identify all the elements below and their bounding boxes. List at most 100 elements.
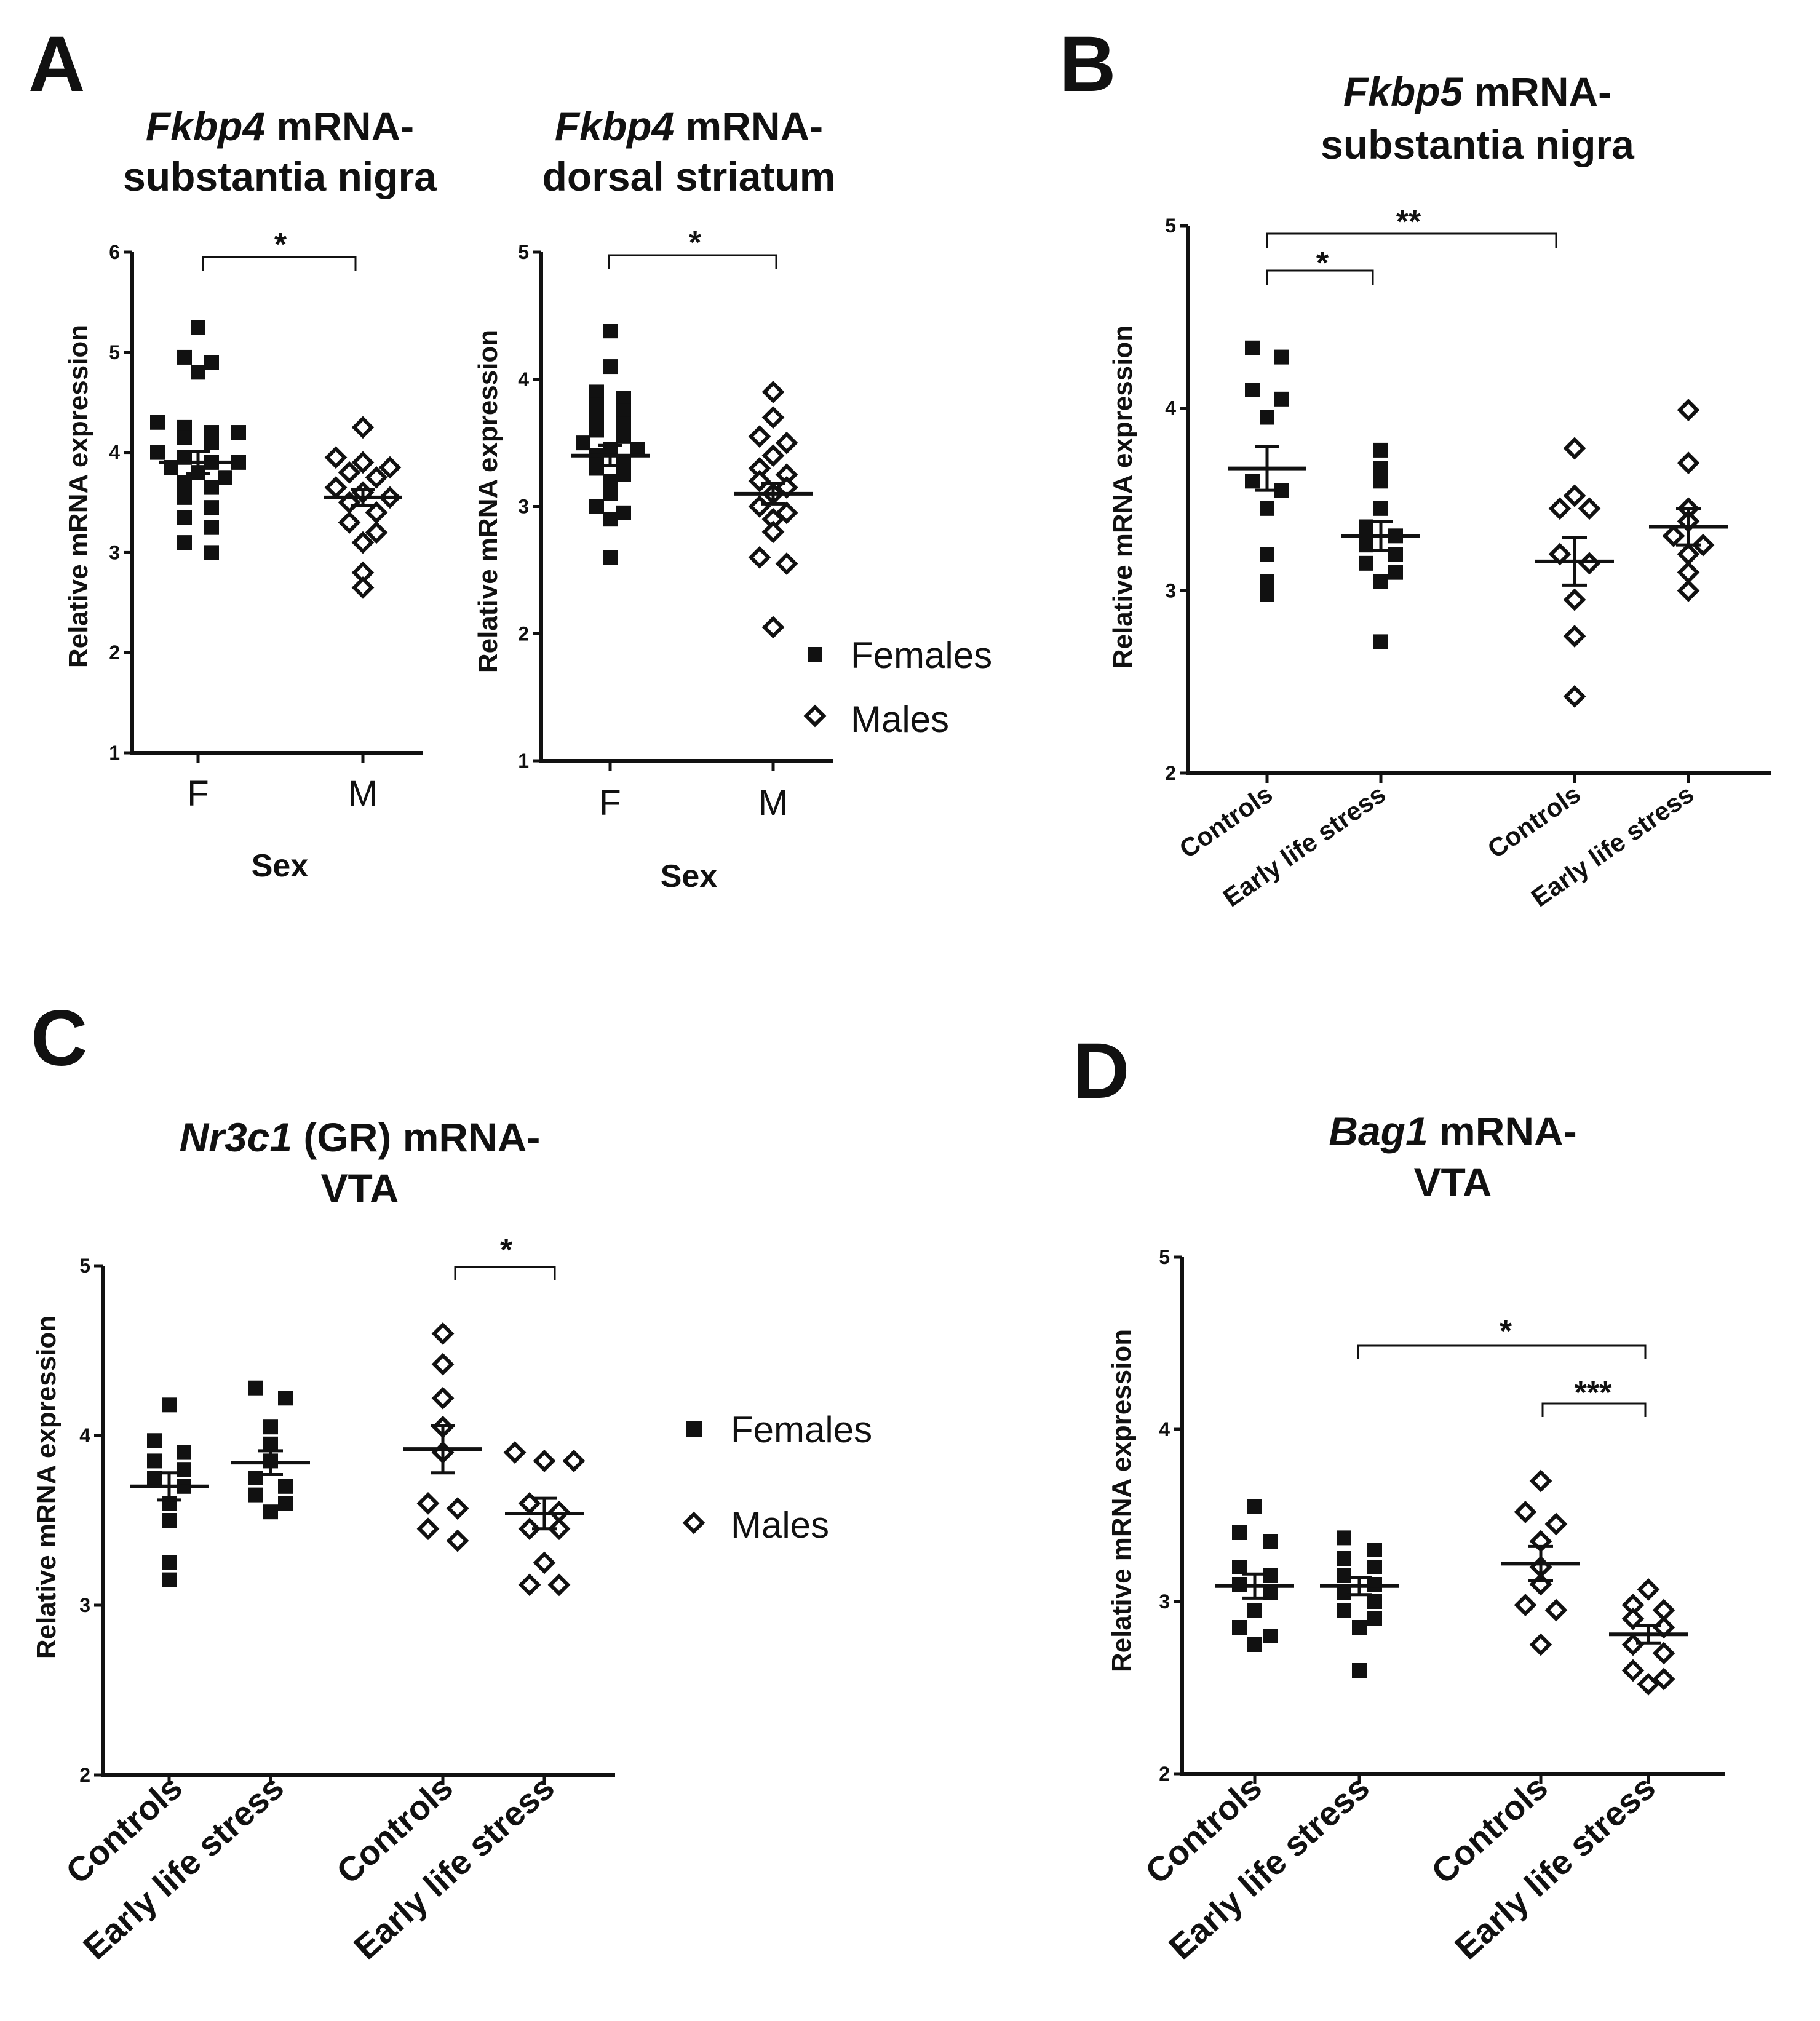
data-point-male: [1621, 1659, 1645, 1682]
data-point-female: [177, 475, 192, 490]
data-point-female: [1337, 1586, 1351, 1600]
legend-female-marker: [808, 647, 822, 662]
data-point-male: [1662, 524, 1685, 547]
data-point-male: [1652, 1616, 1675, 1639]
data-point-female: [204, 435, 219, 450]
data-point-male: [324, 446, 348, 469]
data-point-female: [1337, 1603, 1351, 1618]
data-point-male: [547, 1517, 571, 1541]
y-tick-label: 4: [1165, 397, 1176, 419]
chart-d-y-axis-label: Relative mRNA expression: [1107, 1329, 1137, 1672]
y-tick-label: 2: [1159, 1763, 1170, 1785]
data-point-female: [204, 545, 219, 560]
y-tick-label: 2: [518, 622, 529, 645]
data-point-male: [761, 444, 785, 467]
data-point-male: [351, 416, 375, 439]
data-point-female: [589, 423, 604, 438]
data-point-male: [761, 406, 785, 429]
data-point-female: [1245, 340, 1260, 355]
y-tick-label: 4: [79, 1424, 90, 1447]
data-point-female: [1373, 501, 1388, 516]
data-point-male: [1548, 497, 1572, 520]
y-tick-label: 2: [1165, 762, 1176, 784]
y-tick-label: 5: [1165, 215, 1176, 237]
chart-d-significance-inner: ***: [1575, 1375, 1612, 1411]
data-point-female: [1373, 634, 1388, 649]
legend-females-label: Females: [731, 1409, 872, 1450]
data-point-male: [1677, 451, 1700, 475]
data-point-male: [416, 1492, 440, 1515]
data-point-female: [1367, 1560, 1382, 1574]
data-point-female: [204, 355, 219, 370]
data-point-male: [761, 520, 785, 544]
panel-d: D Bag1 mRNA- VTA Relative mRNA expressio…: [1073, 1027, 1663, 1967]
data-point-male: [365, 466, 388, 489]
data-point-male: [1548, 542, 1572, 566]
chart-a1: Fkbp4 mRNA- substantia nigra Relative mR…: [63, 103, 437, 884]
data-point-female: [177, 430, 192, 445]
data-point-male: [1637, 1578, 1660, 1601]
data-point-female: [177, 349, 192, 365]
data-point-male: [1637, 1673, 1660, 1696]
data-point-male: [1563, 625, 1586, 648]
data-point-female: [616, 403, 631, 419]
data-point-female: [147, 1433, 162, 1448]
y-tick-label: 2: [79, 1764, 90, 1786]
data-point-male: [1677, 579, 1700, 602]
data-point-male: [1621, 1633, 1645, 1656]
chart-b-x-tick-label: Controls: [1482, 779, 1586, 864]
chart-a1-title-line1: Fkbp4 mRNA-: [146, 103, 414, 149]
panel-a: A Fkbp4 mRNA- substantia nigra Relative …: [28, 20, 992, 894]
data-point-male: [748, 425, 771, 448]
data-point-male: [1563, 685, 1586, 708]
data-point-male: [1691, 533, 1715, 557]
y-tick-label: 4: [518, 368, 529, 391]
chart-a1-x-axis-label: Sex: [252, 848, 309, 884]
data-point-female: [1263, 1568, 1278, 1583]
data-point-female: [616, 429, 631, 444]
chart-d: Bag1 mRNA- VTA Relative mRNA expression …: [1107, 1108, 1663, 1967]
chart-a2-title-line2: dorsal striatum: [542, 154, 836, 199]
data-point-male: [338, 461, 361, 484]
data-point-male: [518, 1573, 541, 1597]
data-point-male: [761, 616, 785, 639]
y-tick-label: 3: [109, 541, 120, 563]
data-point-female: [1260, 547, 1274, 562]
legend-males-label: Males: [731, 1504, 829, 1546]
data-point-male: [351, 531, 375, 554]
data-point-male: [775, 552, 798, 575]
data-point-female: [204, 520, 219, 535]
data-point-female: [603, 474, 618, 489]
data-point-female: [603, 486, 618, 501]
panel-letter-b: B: [1059, 20, 1116, 108]
data-point-female: [616, 416, 631, 432]
y-tick-label: 3: [1165, 579, 1176, 602]
y-tick-label: 5: [79, 1255, 90, 1277]
data-point-female: [1388, 565, 1403, 580]
data-point-female: [162, 1397, 177, 1413]
data-point-female: [248, 1471, 263, 1485]
data-point-male: [533, 1551, 556, 1574]
data-point-female: [1260, 410, 1274, 425]
data-point-male: [1677, 399, 1700, 422]
data-point-female: [1263, 1629, 1278, 1643]
data-point-female: [603, 324, 618, 339]
data-point-male: [1621, 1594, 1645, 1616]
data-point-male: [775, 463, 798, 486]
data-point-male: [1652, 1667, 1675, 1691]
data-point-male: [1563, 588, 1586, 611]
data-point-female: [278, 1479, 293, 1494]
data-point-female: [603, 512, 618, 527]
significance-bracket: [608, 254, 777, 269]
data-point-male: [365, 501, 388, 524]
chart-b-x-tick-label: Controls: [1174, 779, 1278, 864]
significance-bracket: [1266, 232, 1557, 248]
legend-males-label: Males: [851, 699, 949, 740]
significance-bracket: [1541, 1402, 1647, 1417]
data-point-male: [1514, 1594, 1537, 1616]
y-tick-label: 6: [109, 241, 120, 263]
chart-b-title-line2: substantia nigra: [1321, 122, 1635, 167]
data-point-female: [1352, 1620, 1367, 1635]
data-point-male: [351, 576, 375, 599]
